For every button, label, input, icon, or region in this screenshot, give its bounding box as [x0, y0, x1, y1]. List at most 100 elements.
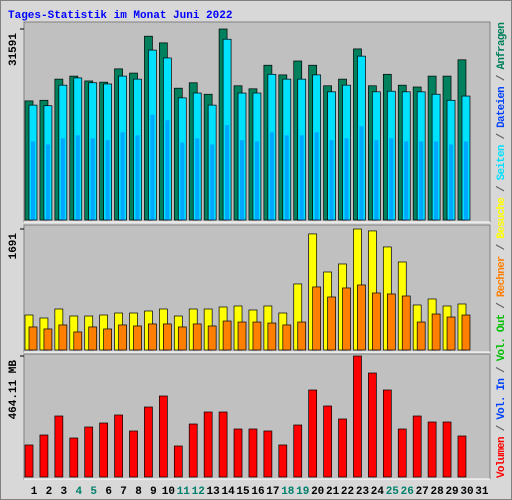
- x-tick-label: 20: [311, 486, 324, 498]
- bar: [431, 313, 441, 351]
- x-tick-label: 31: [475, 486, 489, 498]
- bar: [327, 91, 336, 221]
- y-tick-label: 1691: [8, 233, 20, 260]
- x-tick-label: 11: [177, 486, 191, 498]
- bar: [60, 138, 65, 220]
- bar: [54, 415, 64, 478]
- bar: [357, 55, 366, 221]
- x-tick-label: 9: [150, 486, 157, 498]
- bar: [284, 135, 289, 220]
- bar: [269, 132, 274, 220]
- bar: [401, 91, 411, 221]
- bar: [177, 326, 187, 351]
- bar: [84, 426, 94, 478]
- bar: [240, 140, 245, 220]
- bar: [88, 326, 98, 351]
- bar: [299, 135, 304, 220]
- bar: [192, 323, 202, 351]
- x-tick-label: 8: [135, 486, 142, 498]
- x-tick-label: 15: [236, 486, 250, 498]
- bar: [43, 105, 53, 221]
- legend-entry: Rechner: [496, 255, 508, 297]
- x-tick-label: 14: [221, 486, 235, 498]
- legend-separator: /: [496, 238, 508, 256]
- bar: [267, 73, 277, 221]
- bar: [203, 411, 213, 478]
- bar: [297, 78, 307, 221]
- legend-entry: Volumen: [496, 436, 508, 478]
- x-tick-label: 17: [266, 486, 279, 498]
- x-tick-label: 16: [251, 486, 264, 498]
- bar: [148, 49, 157, 221]
- bar: [449, 144, 454, 220]
- bar: [446, 316, 456, 351]
- bar: [386, 90, 396, 221]
- bar: [446, 99, 456, 221]
- bar: [103, 83, 113, 221]
- x-tick-label: 13: [207, 486, 221, 498]
- legend-separator: /: [496, 180, 508, 198]
- bar: [148, 323, 157, 351]
- bar: [114, 414, 123, 478]
- y-tick-label: 31591: [8, 33, 20, 66]
- bar: [105, 140, 110, 220]
- bar: [353, 355, 362, 478]
- bar: [252, 92, 262, 221]
- bar: [457, 435, 467, 478]
- bar: [180, 142, 185, 220]
- x-tick-label: 29: [445, 486, 458, 498]
- chart-title: Tages-Statistik im Monat Juni 2022: [8, 10, 232, 22]
- x-tick-label: 1: [31, 486, 38, 498]
- bar: [195, 138, 200, 220]
- bar: [73, 77, 83, 221]
- bar: [118, 324, 127, 351]
- bar: [207, 325, 217, 351]
- legend-separator: /: [496, 69, 508, 87]
- legend-entry: Besuche: [496, 197, 508, 239]
- bar: [342, 287, 351, 351]
- y-tick-label: 464.11 MB: [8, 360, 20, 420]
- x-tick-label: 22: [341, 486, 354, 498]
- x-tick-label: 12: [192, 486, 205, 498]
- bar: [75, 135, 80, 220]
- bar: [135, 135, 140, 220]
- bar: [99, 422, 109, 478]
- bar: [28, 326, 38, 351]
- bar: [344, 138, 349, 220]
- bar: [327, 296, 336, 351]
- legend-separator: /: [496, 419, 508, 437]
- bar: [218, 411, 228, 478]
- x-tick-label: 6: [105, 486, 112, 498]
- bar: [416, 91, 426, 221]
- bar: [267, 322, 277, 351]
- bar: [69, 437, 79, 478]
- bar: [314, 132, 319, 220]
- bar: [338, 418, 347, 478]
- bar: [120, 132, 125, 220]
- bar: [368, 372, 377, 478]
- bar: [43, 328, 53, 351]
- bar: [419, 141, 424, 220]
- bar: [357, 284, 366, 351]
- bar: [359, 126, 364, 220]
- bar: [73, 331, 83, 351]
- bar: [329, 140, 334, 220]
- bar: [427, 421, 437, 478]
- x-tick-label: 3: [61, 486, 68, 498]
- x-tick-label: 19: [296, 486, 309, 498]
- bar: [222, 38, 232, 221]
- x-tick-label: 7: [120, 486, 127, 498]
- bar: [401, 295, 411, 351]
- legend-separator: /: [496, 361, 508, 379]
- bar: [188, 423, 198, 478]
- x-tick-label: 28: [431, 486, 445, 498]
- legend-separator: /: [496, 296, 508, 314]
- bar: [308, 389, 318, 478]
- x-tick-label: 2: [46, 486, 53, 498]
- x-tick-label: 30: [460, 486, 473, 498]
- bar: [88, 82, 98, 221]
- bar: [39, 434, 49, 478]
- bar: [293, 424, 303, 478]
- bar: [159, 395, 168, 478]
- legend-entry: Anfragen: [496, 22, 508, 69]
